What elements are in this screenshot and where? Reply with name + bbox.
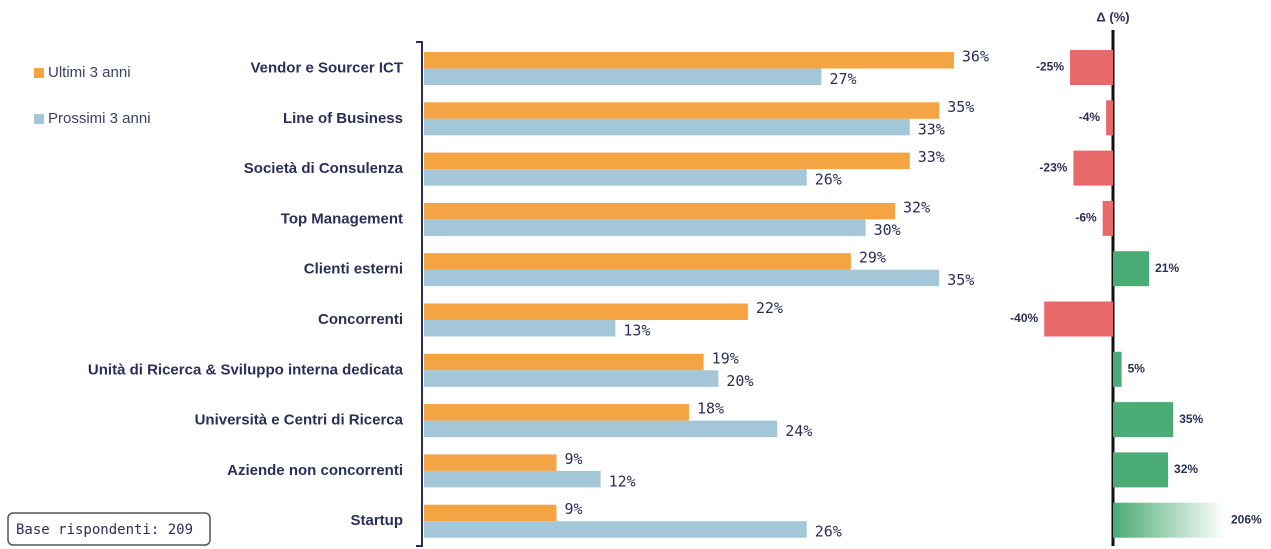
value-label: 26% [815, 523, 842, 541]
delta-bar [1106, 100, 1113, 136]
value-label: 36% [962, 48, 989, 66]
category-label: Vendor e Sourcer ICT [250, 59, 403, 76]
value-label: 9% [564, 450, 582, 468]
delta-bar [1113, 452, 1169, 488]
value-label: 12% [609, 472, 636, 490]
legend-swatch [34, 68, 44, 78]
legend-label: Prossimi 3 anni [48, 110, 151, 127]
legend-label: Ultimi 3 anni [48, 64, 131, 81]
delta-bar [1113, 251, 1150, 287]
delta-label: 32% [1174, 462, 1198, 476]
bar [424, 152, 910, 170]
bar [424, 118, 910, 136]
value-label: 29% [859, 249, 886, 267]
category-label: Concorrenti [318, 311, 403, 328]
delta-bar [1113, 402, 1174, 438]
delta-bar [1070, 50, 1113, 85]
delta-label: 35% [1179, 412, 1203, 426]
bar [424, 102, 940, 119]
delta-bar [1073, 150, 1113, 186]
delta-bar [1113, 351, 1122, 387]
bar [424, 504, 557, 522]
legend-swatch [34, 114, 44, 124]
delta-label: -23% [1039, 160, 1067, 174]
bar [424, 68, 822, 85]
value-label: 30% [874, 221, 901, 239]
value-label: 18% [697, 400, 724, 418]
value-label: 33% [918, 120, 945, 138]
value-label: 35% [947, 98, 974, 116]
category-label: Clienti esterni [304, 261, 403, 278]
annotation-box [7, 512, 211, 546]
value-label: 32% [903, 198, 930, 216]
value-label: 24% [785, 422, 812, 440]
bar [424, 52, 954, 69]
bar [424, 404, 689, 421]
value-label: 13% [623, 322, 650, 340]
value-label: 9% [564, 500, 582, 518]
value-label: 33% [918, 148, 945, 166]
axis-line [416, 41, 423, 547]
delta-bar [1102, 200, 1113, 236]
bar [424, 253, 851, 270]
delta-label: 5% [1128, 361, 1146, 375]
bar [424, 320, 616, 337]
category-label: Unità di Ricerca & Sviluppo interna dedi… [88, 361, 404, 378]
delta-bar [1044, 301, 1113, 337]
category-label: Line of Business [283, 110, 403, 127]
bar [424, 219, 866, 236]
annotation: Base rispondenti: 209 [16, 522, 193, 538]
delta-label: -40% [1010, 311, 1038, 325]
delta-bar [1113, 502, 1225, 538]
bar [424, 269, 940, 287]
bar [424, 370, 719, 387]
bar [424, 202, 896, 220]
delta-label: -6% [1075, 211, 1097, 225]
delta-label: -25% [1036, 60, 1064, 74]
value-label: 27% [829, 70, 856, 88]
bar [424, 169, 807, 186]
category-label: Startup [351, 512, 404, 529]
bar [424, 521, 807, 538]
delta-label: -4% [1079, 110, 1101, 124]
delta-title: Δ (%) [1096, 9, 1129, 24]
bar [424, 303, 748, 320]
value-label: 19% [712, 349, 739, 367]
delta-label: 206% [1231, 512, 1262, 526]
delta-label: 21% [1155, 261, 1179, 275]
value-label: 26% [815, 171, 842, 189]
category-label: Aziende non concorrenti [227, 462, 403, 479]
category-label: Università e Centri di Ricerca [195, 412, 404, 429]
value-label: 22% [756, 299, 783, 317]
bar [424, 353, 704, 371]
value-label: 20% [726, 372, 753, 390]
category-label: Top Management [281, 210, 403, 227]
bar [424, 470, 601, 488]
category-label: Società di Consulenza [244, 160, 404, 177]
bar [424, 454, 557, 471]
value-label: 35% [947, 271, 974, 289]
bar [424, 420, 778, 438]
